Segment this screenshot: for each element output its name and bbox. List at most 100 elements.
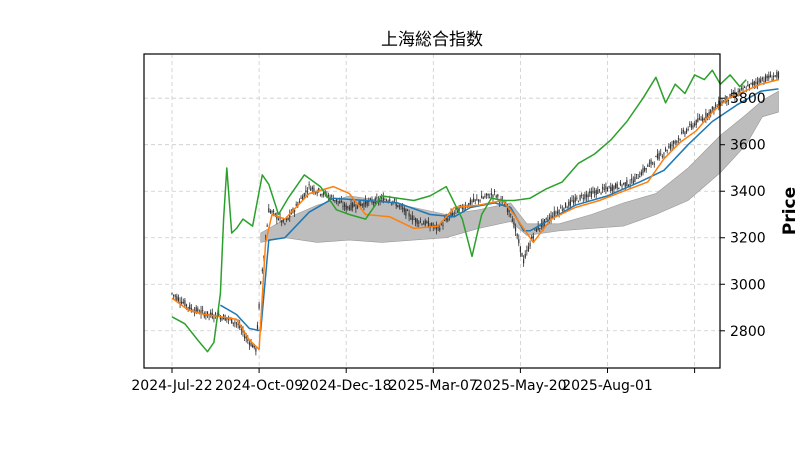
candle-body [643,167,646,171]
candle-body [606,187,609,192]
candle-body [476,198,478,200]
candle-body [552,216,554,218]
candle-body [524,254,526,258]
candle-body [487,193,489,196]
y-tick-label: 3800 [730,91,766,107]
y-tick-label: 3200 [730,231,766,247]
candle-body [405,208,407,216]
candle-body [316,192,318,194]
candle-body [352,202,354,208]
candle-body [519,246,521,253]
candle-body [689,123,691,125]
candle-body [287,218,289,220]
candle-body [750,82,752,84]
x-tick-label: 2025-Aug-01 [562,378,653,394]
candle-body [758,78,760,83]
series-line-blue [220,88,779,332]
series-line-orange [171,78,779,351]
candle-body [232,322,234,324]
candle-body [332,198,334,201]
candle-body [289,213,291,218]
candle-body [650,160,652,165]
candle-body [277,219,280,221]
candle-body [521,253,523,257]
candle-body [623,183,625,185]
candle-body [744,87,746,89]
candle-body [587,194,589,198]
candle-body [231,317,233,324]
candle-body [285,219,288,221]
candle-body [545,218,547,220]
candle-body [342,205,344,207]
plot-frame [143,53,721,369]
candle-body [645,168,647,170]
candle-body [676,140,678,143]
candle-body [334,200,336,202]
candle-body [298,201,301,204]
candle-body [343,203,346,207]
candle-body [302,196,304,200]
candle-body [176,296,178,301]
candle-body [293,209,296,213]
candle-body [716,105,718,107]
candle-body [414,218,417,223]
candle-body [363,202,365,207]
candle-body [434,225,436,227]
candle-body [358,200,360,206]
candle-body [423,223,425,225]
candle-body [181,301,183,304]
candle-body [569,200,572,206]
candle-body [611,185,613,191]
candle-body [445,217,447,221]
candle-body [463,208,465,210]
candle-body [773,76,775,78]
candle-body [400,205,402,207]
candle-body [610,187,612,191]
candle-body [311,187,313,190]
candle-body [443,220,446,222]
chart-title: 上海総合指数 [381,30,483,50]
candle-body [481,195,483,199]
candle-body [239,324,241,328]
candle-body [516,234,518,237]
candle-body [585,194,588,198]
candle-body [529,243,531,247]
candle-body [682,129,684,133]
candle-body [769,74,772,78]
x-tick-label: 2024-Oct-09 [215,378,303,394]
candle-body [258,303,260,309]
candle-body [323,191,325,195]
candle-body [763,80,765,82]
candle-body [243,335,246,339]
candle-body [752,82,754,86]
candle-body [681,132,683,134]
candle-body [356,203,359,209]
candle-body [497,194,499,197]
candle-body [431,223,433,227]
candle-body [660,153,662,155]
candle-body [613,186,615,190]
candle-body [455,208,457,210]
candle-body [305,190,307,193]
candle-body [703,119,705,121]
candle-body [490,193,492,195]
candle-body [637,177,639,179]
candle-body [727,99,730,101]
candle-body [556,211,559,214]
candle-body [250,342,252,346]
candle-body [582,198,584,200]
candle-body [589,190,591,194]
candle-body [685,129,688,133]
candle-body [674,141,676,143]
candle-body [276,215,278,220]
candle-body [213,317,215,319]
candle-body [756,81,759,85]
candle-body [195,307,197,312]
candle-body [740,87,742,89]
candle-body [345,205,347,210]
candle-body [548,217,551,221]
candle-body [329,196,331,200]
candle-body [274,213,276,217]
candle-body [706,113,709,118]
candle-body [398,205,401,207]
